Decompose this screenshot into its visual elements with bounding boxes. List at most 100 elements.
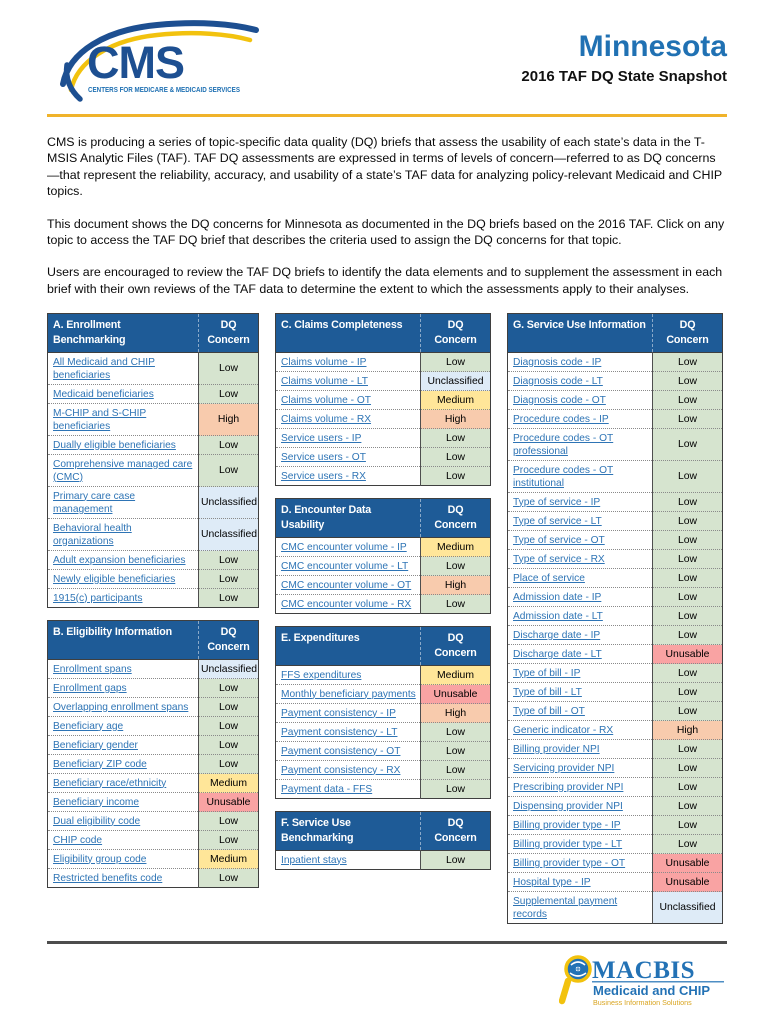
topic-link[interactable]: Dually eligible beneficiaries bbox=[53, 439, 176, 451]
topic-cell: Prescribing provider NPI bbox=[507, 777, 653, 797]
table-row: Type of service - IP Low bbox=[507, 492, 723, 512]
table-row: Enrollment gaps Low bbox=[47, 678, 259, 698]
topic-link[interactable]: Beneficiary gender bbox=[53, 739, 138, 751]
topic-link[interactable]: CMC encounter volume - IP bbox=[281, 541, 407, 553]
topic-link[interactable]: Service users - RX bbox=[281, 470, 366, 482]
table-row: Beneficiary ZIP code Low bbox=[47, 754, 259, 774]
topic-cell: Payment consistency - RX bbox=[275, 760, 421, 780]
table-row: CHIP code Low bbox=[47, 830, 259, 850]
topic-link[interactable]: Beneficiary age bbox=[53, 720, 124, 732]
topic-link[interactable]: Type of bill - LT bbox=[513, 686, 582, 698]
concern-cell: Low bbox=[420, 466, 491, 486]
topic-link[interactable]: Medicaid beneficiaries bbox=[53, 388, 154, 400]
topic-link[interactable]: Supplemental payment records bbox=[513, 895, 618, 920]
topic-link[interactable]: Servicing provider NPI bbox=[513, 762, 615, 774]
topic-link[interactable]: Type of bill - IP bbox=[513, 667, 581, 679]
topic-link[interactable]: Dispensing provider NPI bbox=[513, 800, 623, 812]
concern-cell: High bbox=[420, 575, 491, 595]
topic-link[interactable]: Payment consistency - LT bbox=[281, 726, 398, 738]
topic-link[interactable]: Admission date - IP bbox=[513, 591, 602, 603]
topic-link[interactable]: Hospital type - IP bbox=[513, 876, 591, 888]
topic-link[interactable]: Payment consistency - IP bbox=[281, 707, 396, 719]
topic-link[interactable]: Type of service - OT bbox=[513, 534, 605, 546]
topic-link[interactable]: All Medicaid and CHIP beneficiaries bbox=[53, 356, 155, 381]
topic-link[interactable]: Adult expansion beneficiaries bbox=[53, 554, 186, 566]
topic-link[interactable]: Billing provider type - LT bbox=[513, 838, 623, 850]
concern-cell: Low bbox=[420, 779, 491, 799]
topic-link[interactable]: Diagnosis code - IP bbox=[513, 356, 602, 368]
concern-cell: Low bbox=[420, 447, 491, 467]
table-row: Service users - OT Low bbox=[275, 447, 491, 467]
topic-link[interactable]: Payment data - FFS bbox=[281, 783, 373, 795]
table-claims-completeness: C. Claims Completeness DQ Concern Claims… bbox=[275, 313, 491, 487]
macbis-logo-line2: Business Information Solutions bbox=[593, 998, 692, 1007]
topic-cell: Newly eligible beneficiaries bbox=[47, 569, 199, 589]
topic-link[interactable]: Generic indicator - RX bbox=[513, 724, 614, 736]
table-row: Primary care case management Unclassified bbox=[47, 486, 259, 519]
topic-link[interactable]: Enrollment spans bbox=[53, 663, 132, 675]
topic-link[interactable]: Payment consistency - OT bbox=[281, 745, 401, 757]
topic-link[interactable]: Procedure codes - OT professional bbox=[513, 432, 614, 457]
topic-link[interactable]: Eligibility group code bbox=[53, 853, 147, 865]
concern-cell: Low bbox=[652, 390, 723, 410]
topic-link[interactable]: Overlapping enrollment spans bbox=[53, 701, 189, 713]
topic-link[interactable]: Place of service bbox=[513, 572, 585, 584]
topic-link[interactable]: CMC encounter volume - OT bbox=[281, 579, 412, 591]
topic-link[interactable]: CMC encounter volume - RX bbox=[281, 598, 412, 610]
topic-cell: Dually eligible beneficiaries bbox=[47, 435, 199, 455]
table-row: Dually eligible beneficiaries Low bbox=[47, 435, 259, 455]
topic-link[interactable]: Admission date - LT bbox=[513, 610, 603, 622]
topic-link[interactable]: Claims volume - OT bbox=[281, 394, 372, 406]
topic-cell: Eligibility group code bbox=[47, 849, 199, 869]
topic-link[interactable]: Primary care case management bbox=[53, 490, 136, 515]
concern-cell: Low bbox=[198, 588, 259, 608]
topic-cell: Enrollment gaps bbox=[47, 678, 199, 698]
concern-cell: Low bbox=[652, 606, 723, 626]
topic-link[interactable]: Beneficiary income bbox=[53, 796, 140, 808]
topic-link[interactable]: Type of bill - OT bbox=[513, 705, 585, 717]
page-title: Minnesota bbox=[578, 30, 727, 63]
topic-link[interactable]: Prescribing provider NPI bbox=[513, 781, 624, 793]
topic-link[interactable]: CMC encounter volume - LT bbox=[281, 560, 409, 572]
topic-link[interactable]: Billing provider type - OT bbox=[513, 857, 626, 869]
topic-link[interactable]: Billing provider type - IP bbox=[513, 819, 621, 831]
topic-link[interactable]: Type of service - IP bbox=[513, 496, 601, 508]
table-row: Admission date - LT Low bbox=[507, 606, 723, 626]
topic-link[interactable]: Enrollment gaps bbox=[53, 682, 127, 694]
topic-link[interactable]: CHIP code bbox=[53, 834, 103, 846]
intro-text: CMS is producing a series of topic-speci… bbox=[47, 134, 727, 297]
concern-cell: Low bbox=[652, 834, 723, 854]
topic-link[interactable]: Monthly beneficiary payments bbox=[281, 688, 416, 700]
topic-link[interactable]: Diagnosis code - OT bbox=[513, 394, 606, 406]
topic-link[interactable]: Beneficiary ZIP code bbox=[53, 758, 147, 770]
topic-link[interactable]: Comprehensive managed care (CMC) bbox=[53, 458, 193, 483]
topic-link[interactable]: Claims volume - LT bbox=[281, 375, 368, 387]
topic-link[interactable]: 1915(c) participants bbox=[53, 592, 143, 604]
topic-link[interactable]: Newly eligible beneficiaries bbox=[53, 573, 176, 585]
topic-link[interactable]: Restricted benefits code bbox=[53, 872, 163, 884]
topic-link[interactable]: Diagnosis code - LT bbox=[513, 375, 603, 387]
concern-cell: Low bbox=[420, 760, 491, 780]
topic-link[interactable]: Claims volume - RX bbox=[281, 413, 372, 425]
topic-link[interactable]: Procedure codes - OT institutional bbox=[513, 464, 614, 489]
topic-link[interactable]: Dual eligibility code bbox=[53, 815, 141, 827]
topic-link[interactable]: Beneficiary race/ethnicity bbox=[53, 777, 167, 789]
topic-link[interactable]: Service users - IP bbox=[281, 432, 362, 444]
topic-cell: Overlapping enrollment spans bbox=[47, 697, 199, 717]
concern-cell: Low bbox=[198, 569, 259, 589]
concern-cell: High bbox=[652, 720, 723, 740]
topic-link[interactable]: Billing provider NPI bbox=[513, 743, 600, 755]
topic-link[interactable]: Payment consistency - RX bbox=[281, 764, 401, 776]
topic-link[interactable]: Discharge date - LT bbox=[513, 648, 602, 660]
topic-link[interactable]: Claims volume - IP bbox=[281, 356, 367, 368]
topic-link[interactable]: Behavioral health organizations bbox=[53, 522, 132, 547]
topic-link[interactable]: Inpatient stays bbox=[281, 854, 347, 866]
topic-cell: Type of service - OT bbox=[507, 530, 653, 550]
topic-link[interactable]: Procedure codes - IP bbox=[513, 413, 609, 425]
topic-link[interactable]: Type of service - RX bbox=[513, 553, 605, 565]
topic-link[interactable]: M-CHIP and S-CHIP beneficiaries bbox=[53, 407, 147, 432]
topic-link[interactable]: FFS expenditures bbox=[281, 669, 362, 681]
topic-link[interactable]: Service users - OT bbox=[281, 451, 366, 463]
topic-link[interactable]: Type of service - LT bbox=[513, 515, 602, 527]
topic-link[interactable]: Discharge date - IP bbox=[513, 629, 601, 641]
